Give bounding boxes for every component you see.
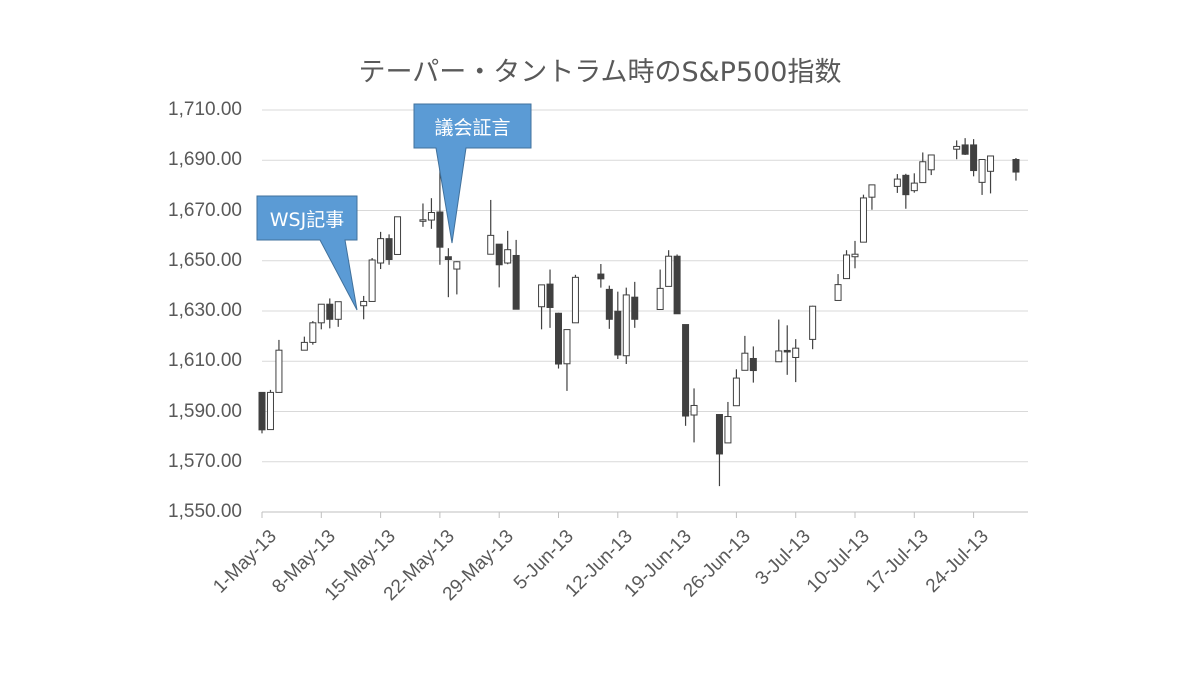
candle	[919, 152, 927, 184]
candle	[851, 240, 859, 269]
candle	[394, 216, 402, 255]
candles	[258, 138, 1020, 487]
candle	[563, 329, 571, 391]
candle	[266, 389, 274, 431]
candle	[326, 298, 334, 329]
callouts	[256, 103, 532, 311]
y-tick-label: 1,570.00	[168, 450, 242, 472]
candle	[427, 198, 435, 229]
x-axis	[261, 511, 1028, 518]
candle	[741, 335, 749, 371]
candle	[453, 261, 461, 295]
candle	[571, 274, 579, 324]
candle	[317, 303, 325, 330]
candle	[665, 250, 673, 287]
candle	[597, 264, 605, 288]
candle	[436, 167, 444, 265]
candle	[631, 281, 639, 328]
candle	[334, 301, 342, 327]
candle	[749, 346, 757, 383]
candle	[775, 319, 783, 363]
callout-label-testimony: 議会証言	[434, 116, 511, 139]
y-tick-label: 1,630.00	[168, 300, 242, 321]
y-tick-label: 1,590.00	[168, 400, 242, 422]
candle	[690, 388, 698, 443]
candle	[792, 339, 800, 383]
candle	[987, 155, 995, 194]
candle	[360, 295, 368, 320]
candle	[495, 243, 503, 288]
candle	[419, 203, 427, 227]
candle	[953, 140, 961, 160]
gridlines	[262, 109, 1028, 513]
candle	[902, 173, 910, 209]
candle	[961, 138, 969, 155]
chart-title: テーパー・タントラム時のS&P500指数	[358, 57, 842, 88]
candle	[724, 401, 732, 444]
candle	[377, 231, 385, 270]
candle	[309, 321, 317, 345]
candle	[487, 199, 495, 255]
candle	[809, 305, 817, 350]
candle	[783, 325, 791, 375]
candle	[546, 269, 554, 328]
candle	[970, 139, 978, 177]
callout-testimony	[413, 103, 532, 244]
candle	[682, 324, 690, 426]
y-tick-label: 1,690.00	[168, 149, 242, 171]
candle	[893, 174, 901, 193]
candle	[275, 339, 283, 393]
candle	[732, 369, 740, 407]
y-tick-label: 1,610.00	[168, 350, 242, 372]
candle	[673, 254, 681, 315]
callout-wsj	[256, 195, 358, 311]
candle	[614, 291, 622, 359]
candle	[605, 285, 613, 329]
candle	[555, 312, 562, 369]
candle	[538, 284, 546, 330]
candle	[834, 274, 842, 301]
candle	[368, 257, 376, 302]
candle	[444, 248, 452, 298]
candle	[715, 414, 723, 487]
candle	[843, 250, 851, 280]
candle	[504, 230, 512, 265]
y-tick-label: 1,550.00	[168, 501, 242, 522]
candle	[385, 234, 393, 265]
candle	[978, 158, 986, 195]
candle	[656, 269, 664, 310]
callout-label-wsj: WSJ記事	[269, 208, 345, 231]
candle	[1012, 157, 1020, 181]
candle	[300, 336, 308, 351]
candle	[512, 239, 520, 310]
candle	[258, 391, 266, 434]
y-tick-label: 1,650.00	[168, 249, 242, 271]
y-tick-label: 1,670.00	[168, 199, 242, 221]
candle	[927, 154, 935, 176]
candle	[868, 184, 876, 210]
candle	[910, 173, 918, 193]
candle	[622, 287, 630, 365]
y-tick-label: 1,710.00	[168, 99, 242, 120]
candle	[859, 194, 867, 243]
